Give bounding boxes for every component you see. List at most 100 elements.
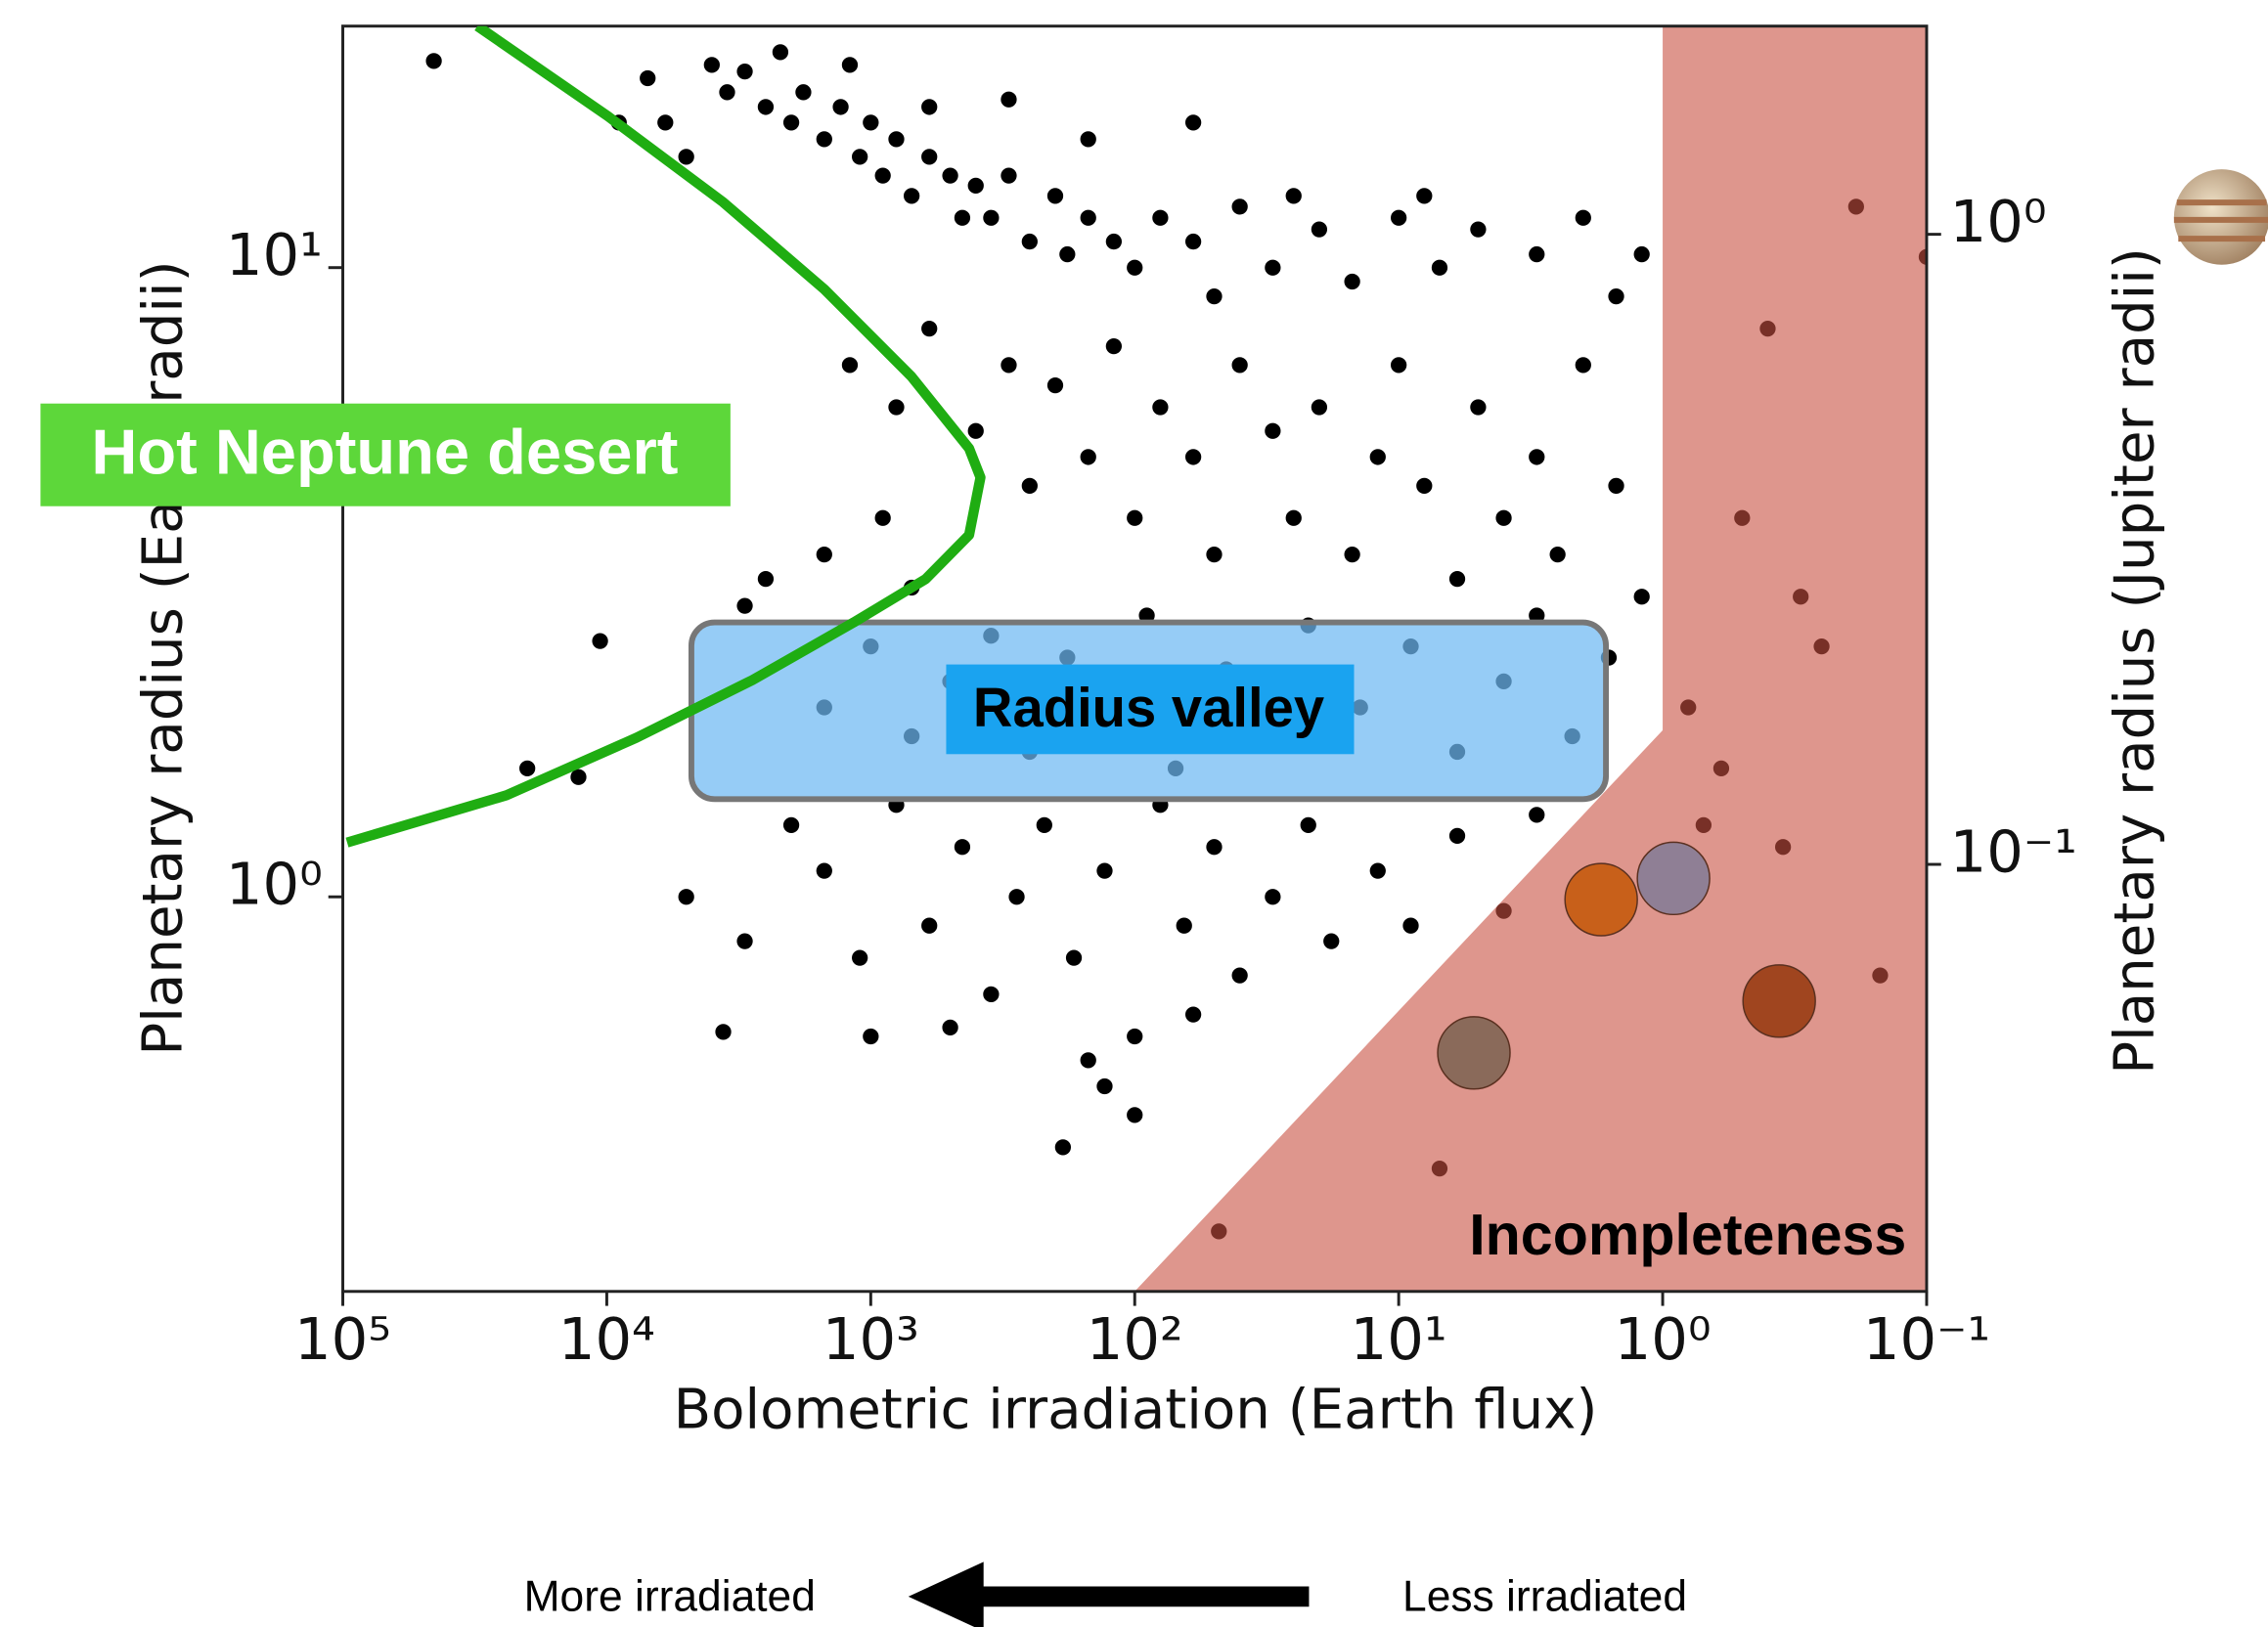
- data-point: [1366, 446, 1389, 468]
- data-point: [1102, 335, 1125, 358]
- data-point: [1056, 242, 1079, 266]
- data-point: [734, 594, 756, 617]
- data-point: [885, 128, 908, 151]
- data-point: [1605, 474, 1627, 497]
- data-point: [1526, 804, 1548, 826]
- data-point: [1182, 446, 1205, 468]
- data-point: [1182, 111, 1205, 134]
- data-point: [422, 50, 445, 72]
- data-point: [1005, 886, 1028, 908]
- data-point: [1149, 396, 1172, 418]
- y-axis-label: Planetary radius (Earth radii): [132, 260, 196, 1055]
- x-tick-label: 10⁻¹: [1863, 1305, 1990, 1373]
- data-point: [1062, 946, 1086, 969]
- data-point: [1077, 128, 1099, 151]
- planet: [1564, 862, 1638, 937]
- data-point: [829, 96, 852, 118]
- data-point: [1102, 230, 1125, 253]
- x-tick-label: 10¹: [1351, 1305, 1447, 1373]
- data-point: [1341, 270, 1363, 293]
- x-axis-label: Bolometric irradiation (Earth flux): [674, 1379, 1598, 1442]
- data-point: [1182, 1003, 1205, 1026]
- data-point: [918, 96, 941, 118]
- data-point: [1203, 286, 1225, 308]
- data-point: [1018, 230, 1041, 253]
- data-point: [1366, 859, 1389, 882]
- data-point: [1341, 544, 1363, 566]
- data-point: [939, 164, 961, 187]
- data-point: [901, 185, 923, 207]
- x-tick-label: 10²: [1087, 1305, 1183, 1373]
- data-point: [860, 111, 882, 134]
- data-point: [1428, 256, 1451, 279]
- data-point: [1320, 930, 1343, 952]
- planet: [1742, 964, 1816, 1038]
- data-point: [1228, 964, 1251, 987]
- y-tick-label: 10⁰: [226, 850, 323, 917]
- y-tick-label: 10¹: [226, 221, 323, 288]
- data-point: [516, 757, 539, 779]
- data-point: [700, 54, 723, 76]
- data-point: [1445, 824, 1469, 847]
- data-point: [1093, 1075, 1116, 1098]
- data-point: [769, 41, 791, 64]
- radius-valley-label: Radius valley: [973, 677, 1324, 738]
- planet: [1636, 841, 1711, 916]
- data-point: [716, 81, 738, 104]
- data-point: [813, 128, 835, 151]
- data-point: [1093, 859, 1116, 882]
- data-point: [860, 1025, 882, 1048]
- data-point: [1077, 446, 1099, 468]
- data-point: [754, 568, 778, 591]
- data-point: [849, 946, 871, 969]
- data-point: [1400, 914, 1422, 937]
- data-point: [1044, 185, 1067, 207]
- x-tick-label: 10⁵: [294, 1305, 391, 1373]
- desert-curve: [345, 25, 986, 848]
- data-point: [964, 419, 987, 442]
- data-point: [675, 146, 697, 168]
- desert-label: Hot Neptune desert: [91, 417, 678, 488]
- data-point: [998, 164, 1020, 187]
- data-point: [734, 60, 756, 83]
- data-point: [1182, 230, 1205, 253]
- data-point: [871, 506, 894, 529]
- data-point: [1124, 1025, 1146, 1048]
- planet: [1437, 1016, 1511, 1090]
- data-point: [849, 146, 871, 168]
- x-tick-label: 10³: [823, 1305, 919, 1373]
- data-point: [1297, 814, 1319, 837]
- data-point: [1173, 914, 1195, 937]
- data-point: [1044, 374, 1067, 397]
- data-point: [1124, 1104, 1146, 1126]
- data-point: [779, 814, 803, 837]
- data-point: [712, 1021, 734, 1043]
- data-point: [885, 396, 908, 418]
- data-point: [1546, 544, 1569, 566]
- data-point: [1572, 206, 1594, 229]
- data-point: [918, 317, 941, 340]
- data-point: [1033, 814, 1055, 837]
- y2-axis-label: Planetary radius (Jupiter radii): [2104, 247, 2167, 1075]
- data-point: [1228, 196, 1251, 218]
- data-point: [1308, 396, 1330, 418]
- data-point: [1203, 836, 1225, 858]
- data-point: [980, 206, 1002, 229]
- data-point: [1018, 474, 1041, 497]
- arrow-label-left: More irradiated: [524, 1573, 816, 1621]
- desert-label-bg: [40, 403, 731, 506]
- data-point: [1149, 206, 1172, 229]
- x-tick-label: 10⁴: [558, 1305, 655, 1373]
- data-point: [998, 354, 1020, 376]
- data-point: [918, 146, 941, 168]
- data-point: [951, 836, 974, 858]
- data-point: [1124, 256, 1146, 279]
- y2-tick-label: 10⁻¹: [1950, 817, 2077, 885]
- data-point: [1467, 396, 1490, 418]
- data-point: [871, 164, 894, 187]
- data-point: [792, 81, 815, 104]
- data-point: [1413, 474, 1436, 497]
- radius-valley-label-bg: [946, 664, 1355, 755]
- data-point: [1388, 354, 1410, 376]
